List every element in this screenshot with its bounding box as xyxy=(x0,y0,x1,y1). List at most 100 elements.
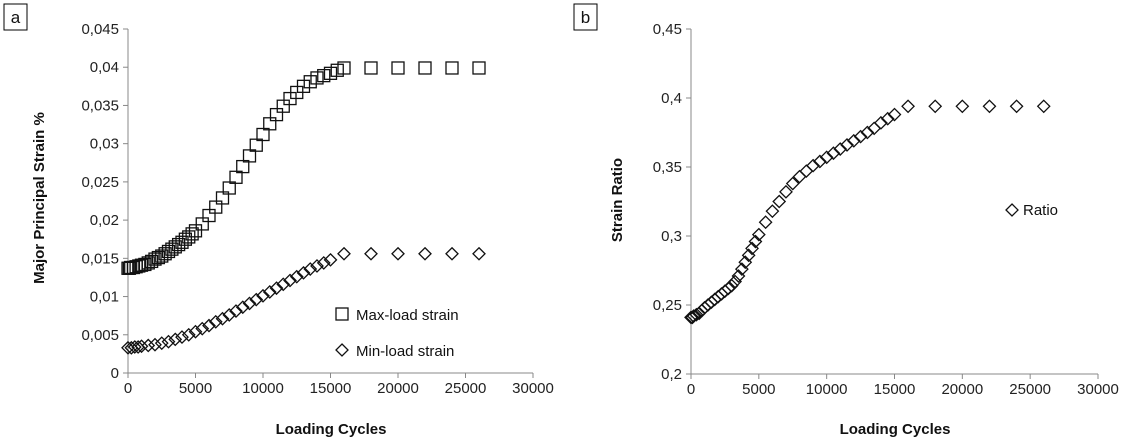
x-tick-label: 15000 xyxy=(874,381,916,398)
data-point-square xyxy=(323,66,338,80)
data-point-diamond xyxy=(779,184,793,199)
x-tick-label: 0 xyxy=(687,381,695,398)
data-point-diamond xyxy=(242,296,257,311)
x-tick-label: 0 xyxy=(124,380,132,397)
x-tick-label: 20000 xyxy=(941,381,983,398)
data-point-diamond xyxy=(141,338,156,353)
y-tick-label: 0,025 xyxy=(81,174,119,191)
x-tick-label: 10000 xyxy=(242,380,284,397)
data-point-diamond xyxy=(819,150,834,165)
y-tick-label: 0,01 xyxy=(90,289,119,306)
legend-diamond-marker xyxy=(335,343,349,357)
data-point-diamond xyxy=(222,307,237,322)
legend-entry-max-load: Max-load strain xyxy=(335,307,459,324)
data-point-diamond xyxy=(276,277,291,292)
data-point-diamond xyxy=(772,194,787,209)
axes-b: 0 5000 10000 15000 20000 25000 30000 0,2 0,25 0,3… xyxy=(653,21,1119,398)
x-tick-label: 5000 xyxy=(179,380,212,397)
data-point-diamond xyxy=(181,327,196,342)
x-tick-label: 25000 xyxy=(445,380,487,397)
data-point-square xyxy=(188,224,203,238)
data-point-diamond xyxy=(229,304,243,318)
panel-label-a: a xyxy=(11,8,21,27)
data-point-square xyxy=(195,217,209,231)
y-tick-label: 0 xyxy=(111,365,119,382)
legend-label-max-load: Max-load strain xyxy=(356,307,459,324)
x-axis-title-a: Loading Cycles xyxy=(276,421,387,438)
data-point-diamond xyxy=(337,246,351,261)
x-tick-label: 15000 xyxy=(310,380,352,397)
data-point-diamond xyxy=(364,246,378,261)
data-point-diamond xyxy=(168,332,183,347)
data-point-diamond xyxy=(1036,99,1051,114)
data-point-diamond xyxy=(323,252,338,267)
data-point-square xyxy=(418,61,432,75)
data-point-diamond xyxy=(256,288,270,303)
data-point-square xyxy=(337,61,351,75)
data-point-square xyxy=(303,75,317,89)
data-point-diamond xyxy=(154,336,169,351)
data-point-diamond xyxy=(121,340,135,355)
data-point-diamond xyxy=(289,269,304,284)
data-point-diamond xyxy=(751,227,766,242)
x-tick-label: 10000 xyxy=(806,381,848,398)
data-point-diamond xyxy=(316,256,331,270)
y-tick-label: 0,035 xyxy=(81,97,119,114)
data-point-diamond xyxy=(249,292,264,307)
data-point-diamond xyxy=(689,307,704,322)
data-point-square xyxy=(249,138,263,152)
data-point-diamond xyxy=(826,146,841,161)
data-point-square xyxy=(229,170,243,184)
data-point-square xyxy=(317,68,331,83)
data-point-diamond xyxy=(418,246,432,261)
y-tick-label: 0,015 xyxy=(81,250,119,267)
data-point-square xyxy=(222,181,236,195)
data-point-diamond xyxy=(874,115,888,130)
data-point-diamond xyxy=(134,339,149,354)
data-point-diamond xyxy=(202,318,216,333)
data-point-square xyxy=(165,242,179,256)
data-point-square xyxy=(158,247,172,261)
y-tick-label: 0,045 xyxy=(81,21,119,38)
data-point-diamond xyxy=(833,142,848,156)
y-tick-label: 0,4 xyxy=(661,90,682,107)
data-point-diamond xyxy=(721,281,736,296)
data-point-square xyxy=(168,240,182,254)
data-point-diamond xyxy=(1009,99,1024,114)
data-point-diamond xyxy=(846,133,861,148)
data-point-diamond xyxy=(283,273,297,288)
x-tick-label: 20000 xyxy=(377,380,419,397)
data-point-diamond xyxy=(195,321,210,336)
data-point-diamond xyxy=(310,259,324,273)
y-tick-label: 0,45 xyxy=(653,21,682,38)
data-point-square xyxy=(310,71,324,85)
data-point-diamond xyxy=(188,324,203,339)
data-point-diamond xyxy=(728,274,743,289)
data-point-diamond xyxy=(928,99,943,114)
series-max-load-strain xyxy=(121,61,486,275)
x-tick-label: 25000 xyxy=(1009,381,1051,398)
data-point-diamond xyxy=(853,129,868,144)
y-tick-label: 0,02 xyxy=(90,212,119,229)
data-point-diamond xyxy=(982,99,997,114)
data-point-diamond xyxy=(724,278,739,293)
x-tick-label: 30000 xyxy=(512,380,554,397)
panel-label-box-a xyxy=(3,3,28,31)
panel-a: 0 5000 10000 15000 20000 25000 30000 0 0,005 0,01… xyxy=(3,3,554,438)
data-point-diamond xyxy=(296,265,311,280)
data-point-diamond xyxy=(303,262,318,276)
data-point-square xyxy=(330,63,344,77)
data-point-diamond xyxy=(799,164,814,179)
legend-b: Ratio xyxy=(1005,202,1058,219)
data-point-diamond xyxy=(880,111,895,126)
panel-label-box-b xyxy=(573,3,598,31)
legend-a: Max-load strain Min-load strain xyxy=(335,307,459,360)
data-point-diamond xyxy=(161,334,176,349)
legend-label-ratio: Ratio xyxy=(1023,202,1058,219)
data-point-diamond xyxy=(692,306,707,321)
data-point-square xyxy=(242,149,257,163)
y-tick-label: 0,2 xyxy=(661,366,682,383)
data-point-square xyxy=(263,117,277,131)
y-tick-label: 0,03 xyxy=(90,136,119,153)
legend-square-marker xyxy=(335,307,349,321)
